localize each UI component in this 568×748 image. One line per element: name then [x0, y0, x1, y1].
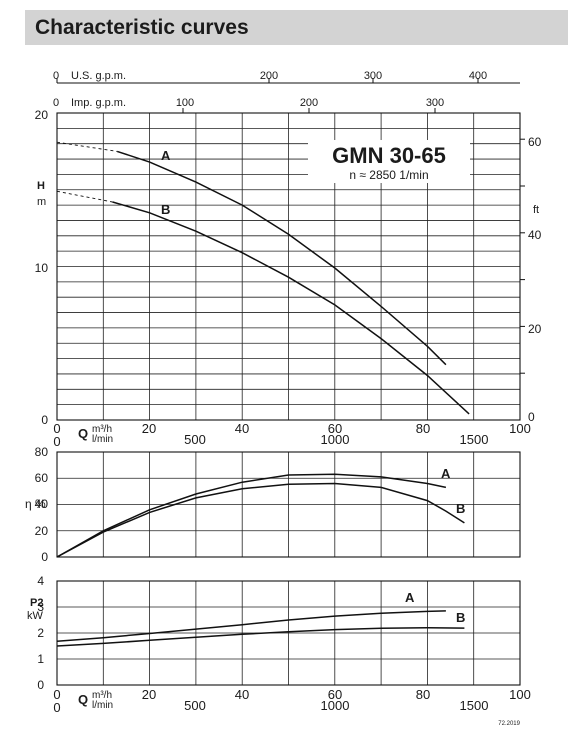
q-m3h-tick: 20	[142, 687, 156, 702]
head-curve-series-a	[116, 150, 447, 366]
q-axis-symbol: Q	[78, 426, 88, 441]
power-y-axis: 4 3 2 1 0 P2 kW	[27, 574, 44, 692]
q-axis-head: 0 0 Q m³/h l/min 20 40 60 80 100 500 100…	[53, 421, 530, 449]
head-curve-series-b	[112, 201, 470, 415]
q-m3h-tick: 100	[509, 687, 531, 702]
head-curves	[56, 141, 470, 415]
eff-curve-label-b: B	[456, 501, 465, 516]
q-m3h-label: m³/h	[92, 424, 112, 435]
head-plot-frame	[56, 112, 521, 421]
q-axis-symbol: Q	[78, 692, 88, 707]
q-lmin-tick: 500	[184, 432, 206, 447]
head-ft-tick: 60	[528, 135, 542, 149]
power-tick: 3	[37, 600, 44, 614]
power-curve-series-a	[56, 610, 446, 643]
head-ft-axis: 60 40 20 0 ft	[528, 135, 542, 424]
us-gpm-axis: 0 U.S. g.p.m. 200 300 400	[53, 70, 520, 84]
power-tick: 1	[37, 652, 44, 666]
efficiency-grid	[57, 452, 520, 557]
q-m3h-tick: 80	[416, 687, 430, 702]
q-lmin-tick: 1500	[460, 432, 489, 447]
eff-tick: 0	[41, 550, 48, 564]
power-curve-label-a: A	[405, 590, 415, 605]
q-m3h-tick: 80	[416, 421, 430, 436]
us-gpm-tick: 200	[260, 70, 278, 82]
page-title: Characteristic curves	[35, 16, 249, 39]
power-curve-label-b: B	[456, 610, 465, 625]
model-speed: n ≈ 2850 1/min	[349, 168, 428, 182]
imp-gpm-label: Imp. g.p.m.	[71, 97, 126, 109]
efficiency-curves	[56, 473, 465, 558]
model-label: GMN 30-65 n ≈ 2850 1/min	[308, 140, 470, 183]
us-gpm-tick: 0	[53, 70, 59, 82]
imp-gpm-tick: 100	[176, 97, 194, 109]
eff-tick: 40	[35, 497, 49, 511]
q-m3h-tick: 60	[328, 687, 342, 702]
power-axis-label: P2	[30, 597, 43, 609]
efficiency-curve-series-b	[56, 482, 465, 558]
power-tick: 4	[37, 574, 44, 588]
q-m3h-label: m³/h	[92, 690, 112, 701]
efficiency-plot-frame	[56, 451, 521, 558]
power-plot-frame	[56, 580, 521, 686]
model-label-background	[308, 140, 470, 183]
power-tick: 0	[37, 678, 44, 692]
head-curve-label-b: B	[161, 202, 170, 217]
q-lmin-tick: 0	[53, 434, 60, 449]
head-curve-extrapolation-a	[56, 141, 118, 152]
head-ft-tick-marks	[520, 138, 525, 374]
q-lmin-tick: 1500	[460, 698, 489, 713]
head-tick: 20	[35, 108, 49, 122]
imp-gpm-axis: 0 Imp. g.p.m. 100 200 300	[53, 97, 520, 114]
eff-tick: 80	[35, 445, 49, 459]
q-lmin-tick: 500	[184, 698, 206, 713]
head-ft-tick: 0	[528, 410, 535, 424]
eff-curve-label-a: A	[441, 466, 451, 481]
head-y-axis: 20 10 0 H m	[35, 108, 49, 427]
power-curve-series-b	[56, 627, 465, 647]
power-tick: 2	[37, 626, 44, 640]
efficiency-y-axis: 80 60 40 20 0 η %	[25, 445, 48, 564]
q-m3h-tick: 20	[142, 421, 156, 436]
imp-gpm-tick: 0	[53, 97, 59, 109]
q-axis-power: 0 0 Q m³/h l/min 20 40 60 80 100 500 100…	[53, 687, 530, 715]
q-lmin-label: l/min	[92, 434, 113, 445]
model-name: GMN 30-65	[332, 143, 446, 168]
imp-gpm-tick: 300	[426, 97, 444, 109]
title-bar: Characteristic curves	[25, 10, 568, 45]
q-m3h-tick: 0	[53, 687, 60, 702]
us-gpm-tick: 400	[469, 70, 487, 82]
q-lmin-label: l/min	[92, 700, 113, 711]
head-tick: 10	[35, 261, 49, 275]
eff-tick: 20	[35, 524, 49, 538]
imp-gpm-tick: 200	[300, 97, 318, 109]
us-gpm-label: U.S. g.p.m.	[71, 70, 126, 82]
q-m3h-tick: 40	[235, 421, 249, 436]
power-curves	[56, 610, 465, 647]
head-ft-label: ft	[533, 204, 539, 216]
head-ft-tick: 40	[528, 228, 542, 242]
power-axis-unit: kW	[27, 610, 44, 622]
head-curve-extrapolation-b	[56, 190, 113, 203]
efficiency-axis-label: η %	[25, 497, 46, 511]
q-m3h-tick: 60	[328, 421, 342, 436]
efficiency-curve-series-a	[56, 473, 447, 558]
document-code: 72.2019	[498, 721, 520, 727]
q-m3h-tick: 40	[235, 687, 249, 702]
q-m3h-tick: 100	[509, 421, 531, 436]
us-gpm-tick: 300	[364, 70, 382, 82]
q-lmin-tick: 0	[53, 700, 60, 715]
q-lmin-tick: 1000	[321, 432, 350, 447]
eff-tick: 60	[35, 471, 49, 485]
head-curve-label-a: A	[161, 148, 171, 163]
head-axis-label: H	[37, 180, 45, 192]
q-m3h-tick: 0	[53, 421, 60, 436]
head-axis-unit: m	[37, 196, 46, 208]
head-tick: 0	[41, 413, 48, 427]
head-ft-tick: 20	[528, 322, 542, 336]
q-lmin-tick: 1000	[321, 698, 350, 713]
power-grid	[57, 581, 520, 685]
